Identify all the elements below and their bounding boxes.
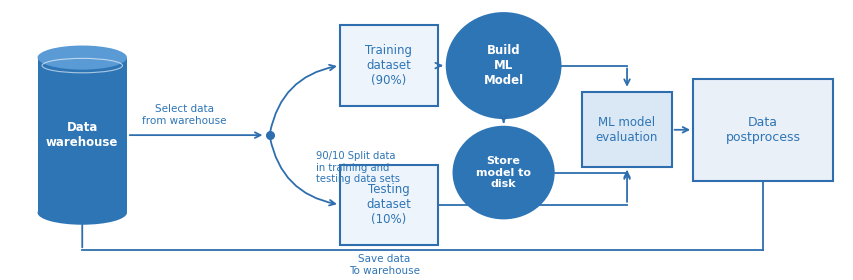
Bar	[692, 79, 833, 181]
Bar	[582, 92, 671, 167]
Text: Testing
dataset
(10%): Testing dataset (10%)	[366, 183, 410, 226]
Text: Save data
To warehouse: Save data To warehouse	[349, 254, 420, 276]
Ellipse shape	[452, 126, 554, 220]
Text: Select data
from warehouse: Select data from warehouse	[142, 104, 226, 126]
Text: 90/10 Split data
in training and
testing data sets: 90/10 Split data in training and testing…	[316, 151, 400, 184]
Ellipse shape	[38, 46, 127, 70]
Bar	[38, 58, 127, 213]
Text: Training
dataset
(90%): Training dataset (90%)	[365, 44, 412, 87]
Text: Build
ML
Model: Build ML Model	[483, 44, 523, 87]
Text: Data
postprocess: Data postprocess	[725, 116, 800, 144]
Bar	[339, 25, 437, 106]
Text: Store
model to
disk: Store model to disk	[476, 156, 531, 189]
Text: Data
warehouse: Data warehouse	[46, 121, 119, 149]
Text: ML model
evaluation: ML model evaluation	[595, 116, 658, 144]
Bar	[339, 165, 437, 245]
Ellipse shape	[38, 201, 127, 225]
Ellipse shape	[445, 12, 560, 119]
